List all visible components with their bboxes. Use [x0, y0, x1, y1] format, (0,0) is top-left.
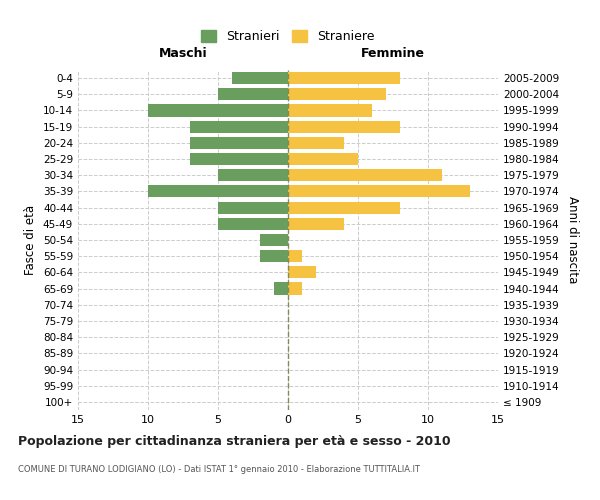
Text: Femmine: Femmine	[361, 47, 425, 60]
Text: Maschi: Maschi	[158, 47, 208, 60]
Bar	[274, 282, 288, 294]
Bar	[288, 169, 442, 181]
Bar	[190, 153, 288, 165]
Bar	[232, 72, 288, 84]
Text: COMUNE DI TURANO LODIGIANO (LO) - Dati ISTAT 1° gennaio 2010 - Elaborazione TUTT: COMUNE DI TURANO LODIGIANO (LO) - Dati I…	[18, 465, 420, 474]
Bar	[190, 137, 288, 149]
Bar	[218, 169, 288, 181]
Bar	[288, 72, 400, 84]
Bar	[218, 88, 288, 101]
Bar	[190, 120, 288, 132]
Bar	[288, 120, 400, 132]
Y-axis label: Fasce di età: Fasce di età	[25, 205, 37, 275]
Bar	[288, 88, 386, 101]
Y-axis label: Anni di nascita: Anni di nascita	[566, 196, 579, 284]
Bar	[288, 282, 302, 294]
Bar	[288, 186, 470, 198]
Bar	[260, 250, 288, 262]
Bar	[218, 202, 288, 213]
Bar	[288, 266, 316, 278]
Bar	[148, 104, 288, 117]
Bar	[288, 250, 302, 262]
Bar	[260, 234, 288, 246]
Bar	[288, 104, 372, 117]
Bar	[288, 202, 400, 213]
Bar	[288, 218, 344, 230]
Legend: Stranieri, Straniere: Stranieri, Straniere	[196, 25, 380, 48]
Bar	[288, 137, 344, 149]
Bar	[148, 186, 288, 198]
Text: Popolazione per cittadinanza straniera per età e sesso - 2010: Popolazione per cittadinanza straniera p…	[18, 435, 451, 448]
Bar	[288, 153, 358, 165]
Bar	[218, 218, 288, 230]
